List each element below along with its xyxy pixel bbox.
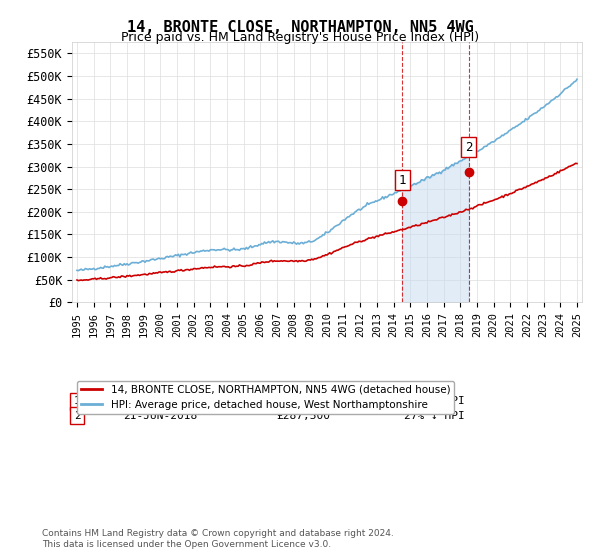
Text: 30-JUN-2014: 30-JUN-2014: [123, 396, 197, 407]
Text: 21-JUN-2018: 21-JUN-2018: [123, 410, 197, 421]
Text: 27% ↓ HPI: 27% ↓ HPI: [404, 410, 464, 421]
Text: 2: 2: [465, 141, 472, 153]
Text: £224,995: £224,995: [276, 396, 330, 407]
Text: Price paid vs. HM Land Registry's House Price Index (HPI): Price paid vs. HM Land Registry's House …: [121, 31, 479, 44]
Legend: 14, BRONTE CLOSE, NORTHAMPTON, NN5 4WG (detached house), HPI: Average price, det: 14, BRONTE CLOSE, NORTHAMPTON, NN5 4WG (…: [77, 381, 454, 414]
Text: 1: 1: [398, 174, 406, 186]
Text: £287,500: £287,500: [276, 410, 330, 421]
Text: 14, BRONTE CLOSE, NORTHAMPTON, NN5 4WG: 14, BRONTE CLOSE, NORTHAMPTON, NN5 4WG: [127, 20, 473, 35]
Text: 2: 2: [74, 410, 80, 421]
Text: 1: 1: [74, 396, 80, 407]
Text: Contains HM Land Registry data © Crown copyright and database right 2024.
This d: Contains HM Land Registry data © Crown c…: [42, 529, 394, 549]
Text: 24% ↓ HPI: 24% ↓ HPI: [404, 396, 464, 407]
